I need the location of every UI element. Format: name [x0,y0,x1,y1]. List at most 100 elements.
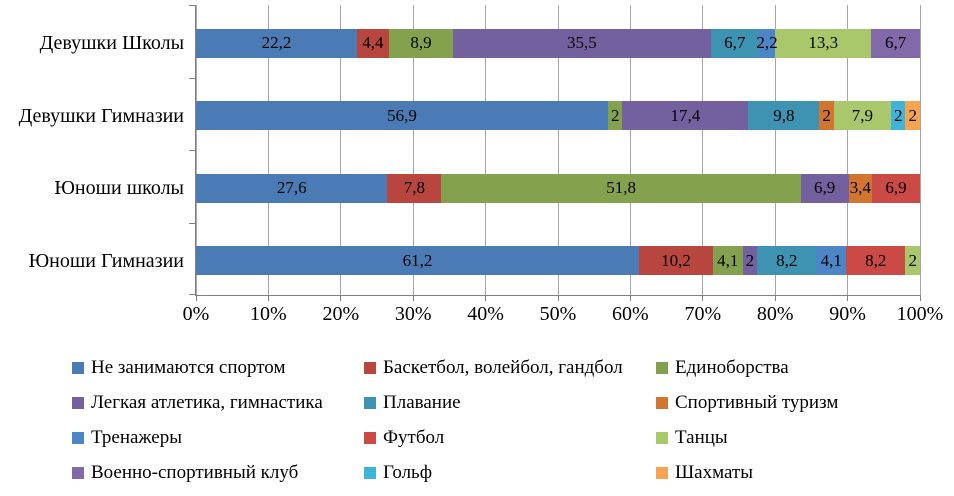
bar-segment: 7,8 [387,173,442,203]
segment-value-label: 4,1 [717,250,739,270]
gridline [485,5,487,295]
legend-label: Гольф [383,461,433,483]
category-label: Девушки Гимназии [18,104,184,127]
bar-segment: 13,3 [775,28,872,58]
legend-item: Не занимаются спортом [72,350,364,385]
x-axis-tick [557,295,559,301]
gridline [412,5,414,295]
segment-value-label: 6,9 [885,178,907,198]
gridline [629,5,631,295]
bar-segment: 2 [905,101,920,131]
legend-item: Легкая атлетика, гимнастика [72,385,364,420]
bar-row: 22,2 4,4 8,9 35,5 6,7 2,2 13,3 6,7 [196,28,920,58]
gridline [919,5,921,295]
segment-value-label: 17,4 [670,105,701,125]
y-axis-tick [189,77,196,79]
legend: Не занимаются спортом Баскетбол, волейбол… [72,350,944,490]
legend-item: Спортивный туризм [656,385,944,420]
segment-value-label: 8,9 [410,33,432,53]
legend-color-chip [364,431,376,444]
x-tick-label: 10% [250,303,287,325]
legend-color-chip [364,396,376,409]
bar-segment: 17,4 [622,101,749,131]
category-label: Девушки Школы [39,32,184,55]
gridline [340,5,342,295]
bar-segment: 35,5 [453,28,711,58]
gridline [557,5,559,295]
x-tick-label: 40% [467,303,504,325]
legend-color-chip [364,361,376,374]
bar-segment: 56,9 [196,101,608,131]
legend-color-chip [72,466,84,479]
legend-label: Шахматы [675,461,754,483]
segment-value-label: 2 [822,105,831,125]
segment-value-label: 10,2 [661,250,691,270]
segment-value-label: 6,7 [724,33,746,53]
bar-segment: 4,4 [356,28,389,58]
segment-value-label: 27,6 [276,178,307,198]
y-axis-tick [189,150,196,151]
legend-item: Плавание [364,385,656,420]
bar-segment: 2 [742,246,758,276]
x-axis-tick [485,295,487,301]
bar-segment: 2 [819,101,834,131]
segment-value-label: 35,5 [567,33,597,53]
segment-value-label: 61,2 [402,250,433,270]
bar-segment: 6,9 [800,173,849,203]
legend-label: Футбол [383,426,445,448]
bar-segment: 2 [890,101,906,131]
gridline [267,5,269,295]
x-axis-tick [847,295,849,301]
bar-segment: 10,2 [639,246,713,276]
legend-color-chip [656,466,668,479]
bar-segment: 61,2 [196,246,640,276]
segment-value-label: 7,9 [851,105,874,125]
bar-segment: 7,9 [833,101,891,131]
x-axis-tick [919,295,921,301]
segment-value-label: 8,2 [865,250,887,270]
legend-color-chip [72,431,84,444]
legend-label: Плавание [383,391,461,413]
x-axis-tick [412,295,414,301]
y-axis-tick [189,5,196,6]
segment-value-label: 51,8 [606,178,636,198]
bar-segment: 9,8 [748,101,820,131]
x-axis-tick [774,295,776,301]
x-tick-label: 90% [829,303,866,325]
x-tick-label: 50% [539,303,577,325]
segment-value-label: 7,8 [403,178,426,198]
segment-value-label: 56,9 [387,105,417,125]
x-tick-label: 80% [756,303,794,325]
category-label: Юноши Гимназии [28,249,184,272]
legend-label: Тренажеры [91,426,182,448]
gridline [847,5,849,295]
bar-segment: 6,7 [871,28,920,58]
gridline [195,5,197,295]
legend-item: Военно-спортивный клуб [72,455,364,490]
legend-color-chip [656,431,668,444]
x-axis-tick [340,295,342,301]
bar-row: 61,2 10,2 4,1 2 8,2 4,1 8,2 2 [196,246,920,276]
bar-segment: 22,2 [196,28,357,58]
segment-value-label: 6,7 [885,33,907,53]
legend-color-chip [656,361,668,374]
x-tick-label: 70% [684,303,722,325]
legend-item: Танцы [656,420,944,455]
x-tick-label: 100% [896,303,944,325]
segment-value-label: 9,8 [773,105,795,125]
bar-segment: 8,9 [388,28,454,58]
bar-segment: 8,2 [846,246,906,276]
x-tick-label: 20% [322,303,360,325]
y-axis-tick [189,222,196,224]
legend-label: Баскетбол, волейбол, гандбол [383,356,623,378]
legend-color-chip [364,466,376,479]
legend-label: Спортивный туризм [675,391,839,413]
segment-value-label: 2 [893,105,903,125]
legend-item: Гольф [364,455,656,490]
category-label: Юноши школы [54,177,184,200]
legend-label: Легкая атлетика, гимнастика [91,391,323,413]
bar-row: 56,9 2 17,4 9,8 2 7,9 2 2 [196,101,920,131]
segment-value-label: 13,3 [808,33,839,53]
x-tick-label: 0% [182,303,210,325]
